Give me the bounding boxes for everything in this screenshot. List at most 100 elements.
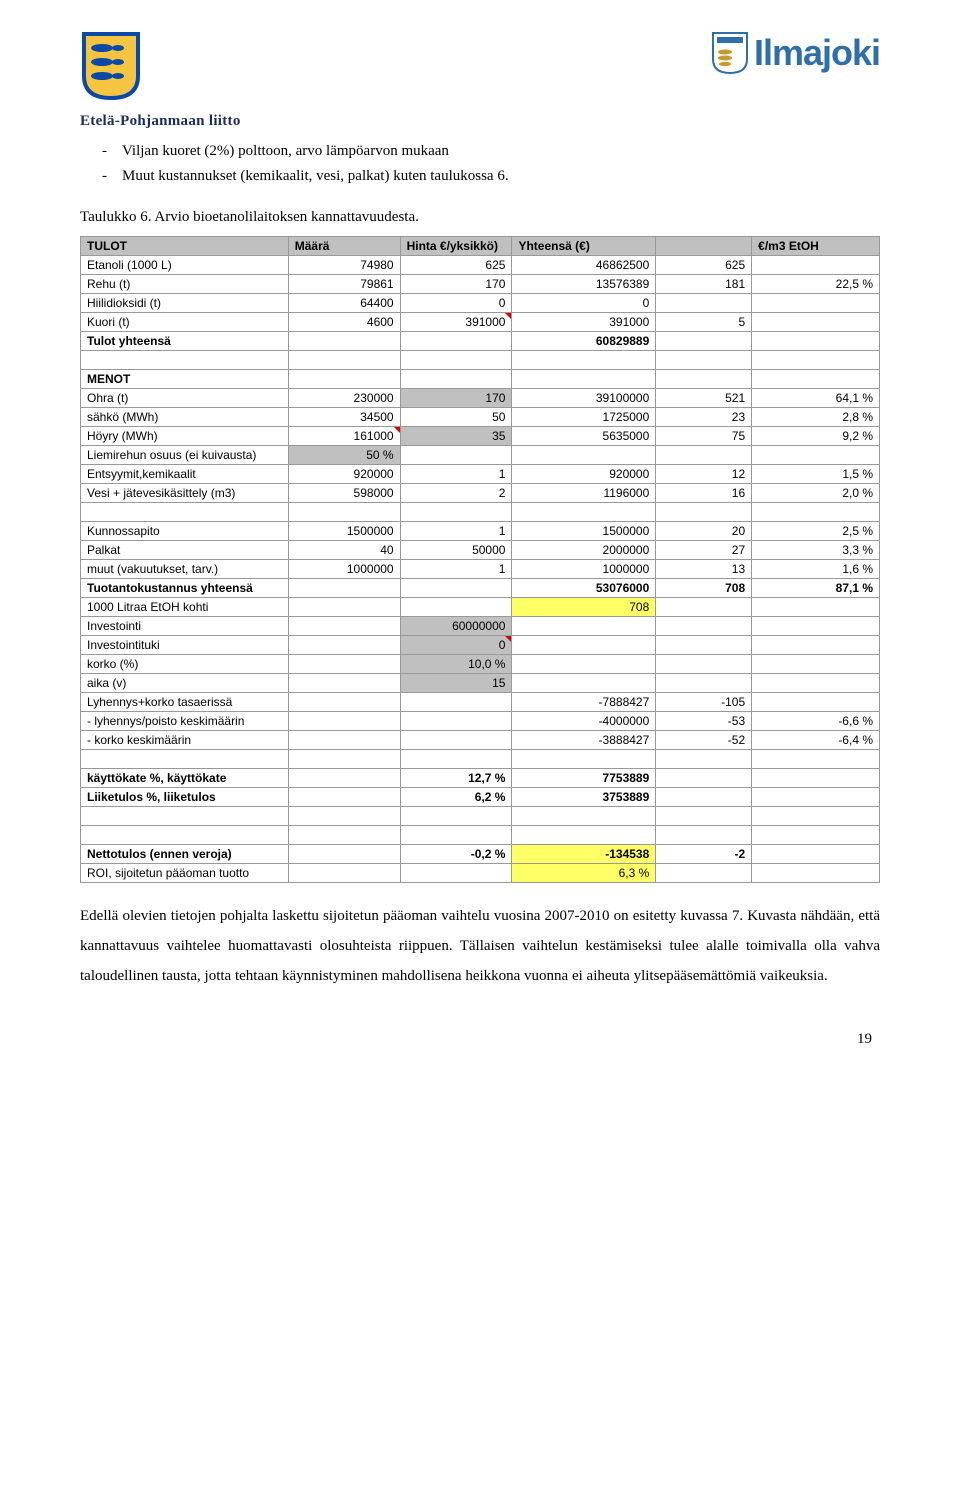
table-row: korko (%)10,0 % [81, 655, 880, 674]
table-cell [752, 370, 880, 389]
page-number: 19 [80, 1031, 880, 1048]
table-cell: Tuotantokustannus yhteensä [81, 579, 289, 598]
table-cell: 0 [400, 294, 512, 313]
table-row: Tulot yhteensä60829889 [81, 332, 880, 351]
table-cell [288, 579, 400, 598]
table-cell: 50000 [400, 541, 512, 560]
table-cell [400, 598, 512, 617]
table-cell: 50 [400, 408, 512, 427]
table-cell [512, 750, 656, 769]
table-cell [752, 807, 880, 826]
table-cell: 230000 [288, 389, 400, 408]
table-cell [81, 750, 289, 769]
table-cell: muut (vakuutukset, tarv.) [81, 560, 289, 579]
table-header: Yhteensä (€) [512, 237, 656, 256]
table-cell [656, 864, 752, 883]
table-cell: -6,4 % [752, 731, 880, 750]
table-row [81, 807, 880, 826]
table-cell [288, 674, 400, 693]
table-cell: 391000 [512, 313, 656, 332]
table-cell: Hiilidioksidi (t) [81, 294, 289, 313]
table-cell [656, 750, 752, 769]
table-cell [81, 351, 289, 370]
table-row: muut (vakuutukset, tarv.)100000011000000… [81, 560, 880, 579]
table-row: Kuori (t)46003910003910005 [81, 313, 880, 332]
table-cell: 6,3 % [512, 864, 656, 883]
table-cell: MENOT [81, 370, 289, 389]
table-row: Rehu (t)798611701357638918122,5 % [81, 275, 880, 294]
table-row: Vesi + jätevesikäsittely (m3)59800021196… [81, 484, 880, 503]
table-cell [752, 503, 880, 522]
table-cell [288, 769, 400, 788]
table-row: Liiketulos %, liiketulos6,2 %3753889 [81, 788, 880, 807]
page-header: Ilmajoki [80, 30, 880, 107]
table-cell: Etanoli (1000 L) [81, 256, 289, 275]
table-cell: -134538 [512, 845, 656, 864]
table-cell: Rehu (t) [81, 275, 289, 294]
table-cell [400, 332, 512, 351]
table-cell: 7753889 [512, 769, 656, 788]
table-cell: Vesi + jätevesikäsittely (m3) [81, 484, 289, 503]
table-cell: Investointituki [81, 636, 289, 655]
table-cell [656, 655, 752, 674]
table-cell [288, 693, 400, 712]
table-cell [752, 674, 880, 693]
table-cell: sähkö (MWh) [81, 408, 289, 427]
table-cell [752, 826, 880, 845]
table-cell [288, 807, 400, 826]
table-cell: 3,3 % [752, 541, 880, 560]
table-row: Liemirehun osuus (ei kuivausta)50 % [81, 446, 880, 465]
table-cell: 16 [656, 484, 752, 503]
table-cell: 1 [400, 522, 512, 541]
table-cell: -0,2 % [400, 845, 512, 864]
table-row: MENOT [81, 370, 880, 389]
table-header: Hinta €/yksikkö) [400, 237, 512, 256]
table-cell [512, 636, 656, 655]
table-cell: 1 [400, 560, 512, 579]
table-cell: 34500 [288, 408, 400, 427]
table-cell [512, 351, 656, 370]
table-cell: 5 [656, 313, 752, 332]
table-cell: Liiketulos %, liiketulos [81, 788, 289, 807]
table-cell: -4000000 [512, 712, 656, 731]
table-cell [512, 826, 656, 845]
table-cell: 12 [656, 465, 752, 484]
table-cell: 13 [656, 560, 752, 579]
table-cell: 391000 [400, 313, 512, 332]
table-cell: 598000 [288, 484, 400, 503]
table-cell: 15 [400, 674, 512, 693]
table-cell: 46862500 [512, 256, 656, 275]
table-cell [752, 598, 880, 617]
table-cell: 2,0 % [752, 484, 880, 503]
table-cell [512, 617, 656, 636]
table-cell: 1725000 [512, 408, 656, 427]
table-row: Lyhennys+korko tasaerissä-7888427-105 [81, 693, 880, 712]
table-cell: 40 [288, 541, 400, 560]
table-caption: Taulukko 6. Arvio bioetanolilaitoksen ka… [80, 209, 880, 226]
table-cell [288, 655, 400, 674]
table-cell: 708 [512, 598, 656, 617]
table-cell: 1500000 [512, 522, 656, 541]
table-row: Etanoli (1000 L)7498062546862500625 [81, 256, 880, 275]
table-cell [400, 579, 512, 598]
table-cell: 74980 [288, 256, 400, 275]
table-cell: 75 [656, 427, 752, 446]
table-cell: -7888427 [512, 693, 656, 712]
table-cell [656, 370, 752, 389]
table-cell [752, 693, 880, 712]
table-cell: 2,8 % [752, 408, 880, 427]
table-row: Palkat40500002000000273,3 % [81, 541, 880, 560]
table-cell [288, 332, 400, 351]
bullet-list: Viljan kuoret (2%) polttoon, arvo lämpöa… [80, 140, 880, 187]
table-row: Nettotulos (ennen veroja)-0,2 %-134538-2 [81, 845, 880, 864]
table-cell: käyttökate %, käyttökate [81, 769, 289, 788]
table-cell [288, 370, 400, 389]
table-row: Ohra (t)2300001703910000052164,1 % [81, 389, 880, 408]
table-cell: 1000000 [512, 560, 656, 579]
table-header [656, 237, 752, 256]
table-cell: 64400 [288, 294, 400, 313]
table-cell [752, 313, 880, 332]
table-cell [752, 294, 880, 313]
table-cell: -52 [656, 731, 752, 750]
table-cell: Höyry (MWh) [81, 427, 289, 446]
